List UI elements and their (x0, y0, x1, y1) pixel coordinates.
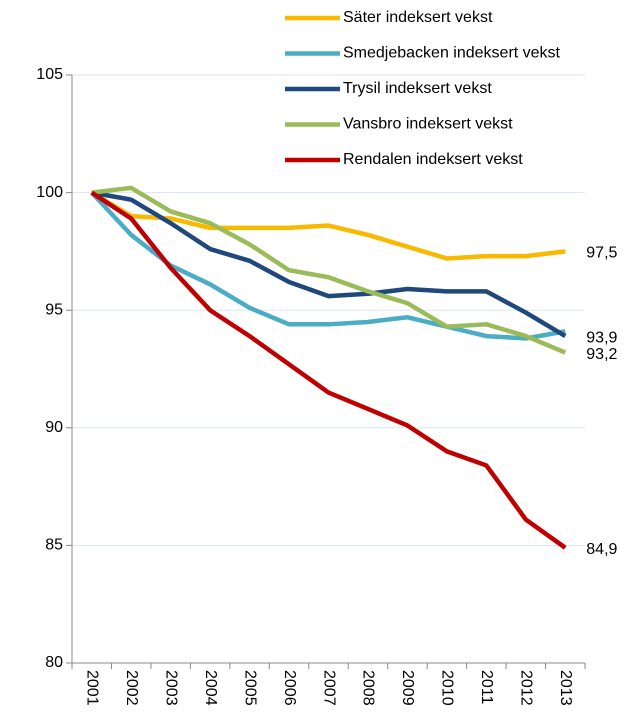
y-tick-label: 95 (45, 301, 63, 318)
series-line (90, 191, 566, 341)
x-tick-label: 2004 (202, 670, 219, 706)
legend-label: Rendalen indeksert vekst (343, 151, 523, 168)
value-label: 93,9 (586, 329, 617, 346)
series-line (90, 190, 567, 550)
y-tick-label: 85 (45, 537, 63, 554)
x-tick-label: 2009 (399, 670, 416, 706)
x-tick-label: 2005 (241, 670, 258, 706)
y-tick-label: 100 (36, 184, 63, 201)
x-tick-label: 2012 (518, 670, 535, 706)
x-tick-label: 2003 (162, 670, 179, 706)
x-tick-label: 2013 (557, 670, 574, 706)
x-tick-label: 2011 (478, 670, 495, 705)
x-tick-label: 2002 (123, 670, 140, 706)
value-label: 93,2 (586, 346, 617, 363)
series-line (91, 185, 567, 355)
x-tick-label: 2008 (360, 670, 377, 706)
value-label: 84,9 (586, 541, 617, 558)
legend-label: Vansbro indeksert vekst (343, 116, 513, 133)
series-line (90, 190, 566, 261)
series-line (91, 190, 567, 339)
y-tick-label: 105 (36, 66, 63, 83)
x-tick-label: 2006 (281, 670, 298, 706)
value-label: 97,5 (586, 245, 617, 262)
legend-label: Säter indeksert vekst (343, 9, 493, 26)
legend-label: Smedjebacken indeksert vekst (343, 45, 561, 62)
legend-label: Trysil indeksert vekst (343, 80, 492, 97)
y-tick-label: 90 (45, 419, 63, 436)
y-tick-label: 80 (45, 654, 63, 671)
x-tick-label: 2010 (439, 670, 456, 706)
x-tick-label: 2007 (320, 670, 337, 706)
x-tick-label: 2001 (83, 670, 100, 706)
